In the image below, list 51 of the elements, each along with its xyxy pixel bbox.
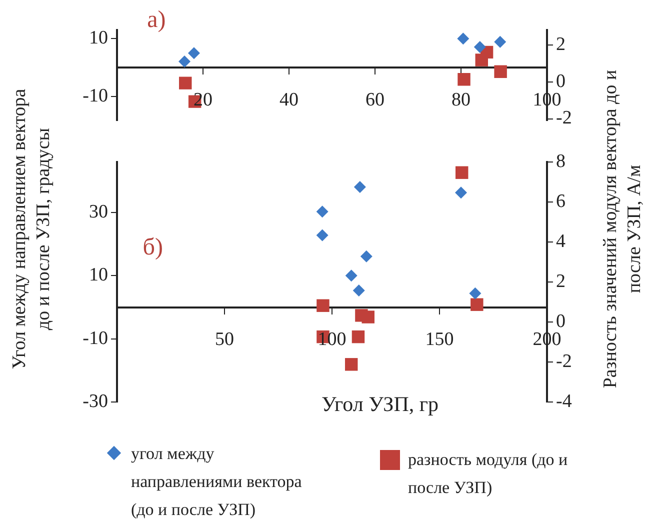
x-tick-label: 80 — [452, 89, 470, 110]
y-tick-label: 10 — [89, 28, 108, 49]
y2-tick-label: -4 — [556, 390, 572, 412]
y2-tick-label: -2 — [556, 350, 572, 372]
point — [455, 186, 467, 199]
y2-tick-label: 2 — [556, 270, 566, 292]
point — [354, 180, 366, 193]
annotation: б) — [142, 234, 164, 261]
point — [474, 41, 486, 54]
y2-tick-label: 0 — [556, 70, 566, 92]
point — [352, 284, 365, 297]
x-tick-label: 50 — [215, 329, 234, 350]
point — [344, 358, 358, 371]
point — [316, 206, 328, 218]
point — [362, 310, 374, 324]
point — [188, 47, 200, 60]
point — [179, 76, 192, 90]
point — [178, 55, 191, 68]
y-tick-label: 10 — [89, 264, 108, 286]
annotation: а) — [147, 7, 166, 34]
point — [316, 229, 328, 242]
point — [455, 166, 468, 179]
point — [316, 299, 330, 312]
y2-tick-label: 4 — [556, 230, 566, 252]
legend-label: разность модуля (до и после УЗП) — [408, 449, 569, 499]
point — [458, 73, 470, 86]
y-tick-label: -10 — [82, 328, 108, 349]
y2-tick-label: -2 — [556, 108, 572, 129]
point — [360, 250, 372, 262]
y2-axis-title: Разность значений модуля вектора до и после УЗП, А/м — [599, 69, 646, 389]
y-tick-label: -30 — [82, 390, 108, 412]
point — [469, 287, 482, 300]
point — [494, 65, 507, 78]
x-tick-label: 100 — [318, 329, 346, 350]
point — [345, 270, 358, 282]
x-axis-title: Угол УЗП, гр — [320, 392, 440, 416]
y2-tick-label: 8 — [556, 150, 566, 172]
x-tick-label: 150 — [425, 329, 454, 350]
y-tick-label: -10 — [82, 85, 108, 106]
x-tick-label: 40 — [280, 89, 298, 110]
y2-tick-label: 0 — [556, 310, 566, 332]
point — [494, 36, 506, 48]
y-tick-label: 30 — [89, 202, 108, 223]
point — [457, 32, 470, 45]
point — [352, 330, 365, 344]
y2-tick-label: 2 — [556, 34, 566, 55]
x-tick-label: 60 — [366, 89, 384, 110]
y2-tick-label: 6 — [556, 190, 566, 212]
y-axis-title: Угол между направлением вектора до и после УЗП, градусы — [8, 88, 55, 372]
point — [470, 298, 484, 311]
legend-label: угол между направлениями вектора (до и после УЗП) — [131, 443, 303, 521]
